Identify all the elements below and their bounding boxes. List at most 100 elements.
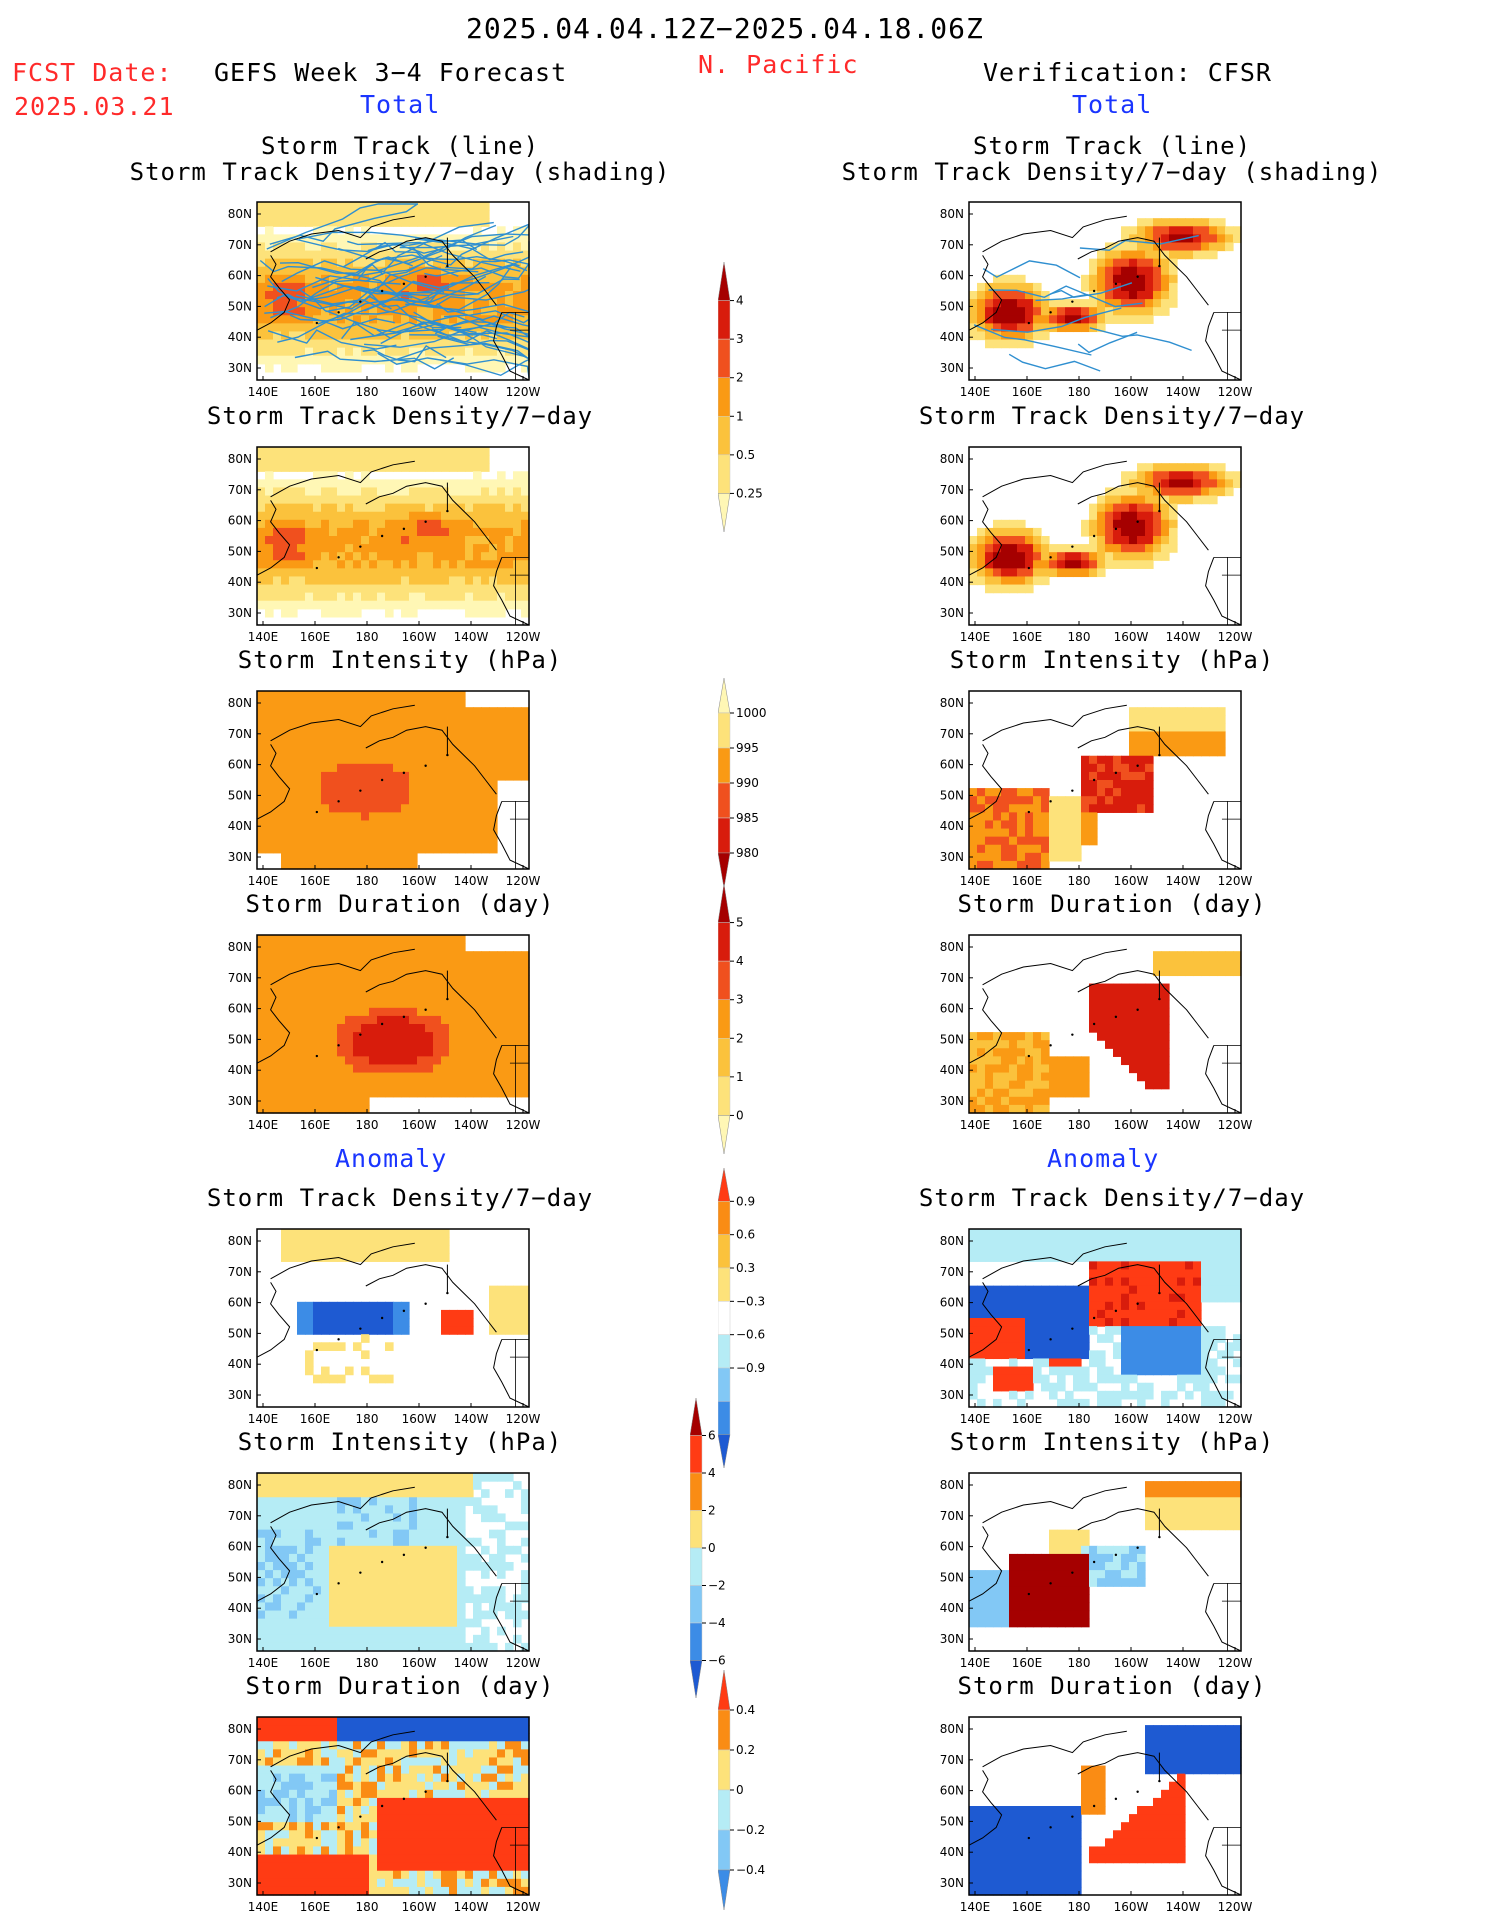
field-cell	[1185, 487, 1194, 496]
field-cell	[417, 699, 426, 708]
field-cell	[1017, 1237, 1026, 1246]
island-dot	[381, 1023, 383, 1025]
field-cell	[481, 1008, 490, 1017]
field-cell	[313, 935, 322, 944]
field-cell	[377, 447, 386, 456]
field-cell	[1169, 1278, 1178, 1287]
field-cell	[1001, 1237, 1010, 1246]
field-cell	[377, 1089, 386, 1098]
field-cell	[353, 496, 362, 505]
field-cell	[497, 609, 506, 618]
field-cell	[1065, 1237, 1074, 1246]
field-cell	[297, 1237, 306, 1246]
field-cell	[409, 772, 418, 781]
field-cell	[265, 804, 274, 813]
field-cell	[1161, 1318, 1170, 1327]
field-cell	[1185, 1253, 1194, 1262]
field-cell	[337, 455, 346, 464]
field-cell	[393, 731, 402, 740]
field-cell	[417, 829, 426, 838]
lon-tick-label: 140W	[1166, 1118, 1201, 1132]
field-cell	[505, 1008, 514, 1017]
field-cell	[449, 512, 458, 521]
field-cell	[369, 552, 378, 561]
field-cell	[1065, 544, 1074, 553]
field-cell	[457, 837, 466, 846]
field-cell	[1081, 544, 1090, 553]
field-cell	[1137, 788, 1146, 797]
field-cell	[465, 707, 474, 716]
island-dot	[1158, 510, 1160, 512]
field-cell	[1041, 1073, 1050, 1082]
field-cell	[1145, 544, 1154, 553]
field-cell	[337, 820, 346, 829]
field-cell	[1201, 1375, 1210, 1384]
field-cell	[385, 1237, 394, 1246]
field-cell	[377, 1000, 386, 1009]
field-cell	[977, 1032, 986, 1041]
field-cell	[1169, 496, 1178, 505]
field-cell	[369, 1229, 378, 1238]
field-cell	[337, 1326, 346, 1335]
field-cell	[337, 520, 346, 529]
field-cell	[257, 820, 266, 829]
field-cell	[1121, 299, 1130, 308]
field-cell	[505, 1310, 514, 1319]
field-cell	[1057, 1294, 1066, 1303]
island-dot	[424, 765, 426, 767]
field-cell	[297, 756, 306, 765]
field-cell	[361, 707, 370, 716]
field-cell	[1081, 323, 1090, 332]
field-cell	[361, 455, 370, 464]
field-cell	[321, 975, 330, 984]
field-cell	[337, 202, 346, 211]
field-cell	[409, 1064, 418, 1073]
field-cell	[1001, 544, 1010, 553]
field-cell	[377, 1302, 386, 1311]
field-cell	[985, 812, 994, 821]
field-cell	[465, 804, 474, 813]
field-cell	[1073, 812, 1082, 821]
field-cell	[1193, 748, 1202, 757]
field-cell	[361, 691, 370, 700]
field-cell	[337, 1024, 346, 1033]
field-cell	[473, 1081, 482, 1090]
field-cell	[433, 560, 442, 569]
field-cell	[1041, 323, 1050, 332]
field-cell	[305, 1056, 314, 1065]
lon-tick-label: 120W	[506, 1412, 541, 1426]
field-cell	[1169, 1391, 1178, 1400]
field-cell	[489, 740, 498, 749]
field-cell	[1209, 715, 1218, 724]
field-cell	[1169, 512, 1178, 521]
field-cell	[401, 1048, 410, 1057]
field-cell	[1121, 504, 1130, 513]
field-cell	[457, 601, 466, 610]
field-cell	[441, 691, 450, 700]
field-cell	[441, 788, 450, 797]
field-cell	[377, 552, 386, 561]
field-cell	[425, 748, 434, 757]
field-cell	[433, 1032, 442, 1041]
field-cell	[1161, 218, 1170, 227]
field-cell	[265, 820, 274, 829]
field-cell	[1001, 299, 1010, 308]
lat-tick-label: 70N	[228, 238, 252, 252]
field-cell	[1185, 740, 1194, 749]
field-cell	[1057, 1350, 1066, 1359]
field-cell	[409, 1040, 418, 1049]
field-cell	[497, 992, 506, 1001]
field-cell	[1137, 748, 1146, 757]
field-cell	[321, 796, 330, 805]
field-cell	[313, 740, 322, 749]
field-cell	[457, 959, 466, 968]
field-cell	[449, 576, 458, 585]
field-cell	[1137, 283, 1146, 292]
field-cell	[393, 984, 402, 993]
field-cell	[1209, 1286, 1218, 1295]
field-cell	[1001, 1310, 1010, 1319]
field-cell	[361, 812, 370, 821]
field-cell	[1009, 837, 1018, 846]
field-cell	[409, 748, 418, 757]
